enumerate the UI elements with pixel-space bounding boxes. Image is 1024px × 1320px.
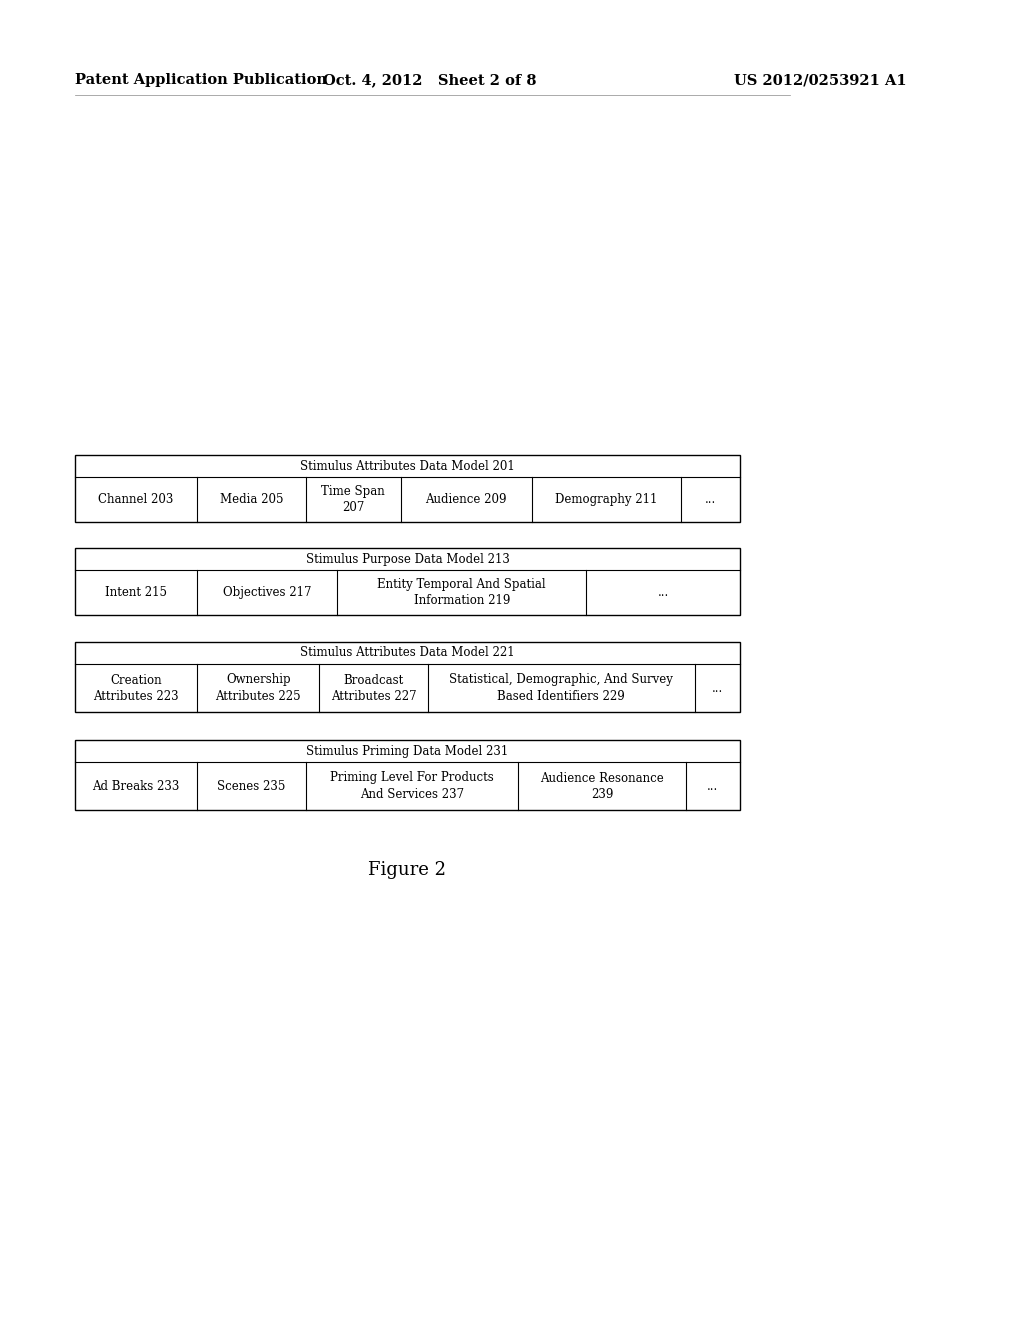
Bar xyxy=(75,642,740,711)
Bar xyxy=(75,548,740,615)
Text: US 2012/0253921 A1: US 2012/0253921 A1 xyxy=(733,73,906,87)
Text: ...: ... xyxy=(705,492,716,506)
Text: ...: ... xyxy=(708,780,719,792)
Text: Scenes 235: Scenes 235 xyxy=(217,780,286,792)
Text: Channel 203: Channel 203 xyxy=(98,492,174,506)
Text: Audience Resonance
239: Audience Resonance 239 xyxy=(540,771,664,800)
Text: Oct. 4, 2012   Sheet 2 of 8: Oct. 4, 2012 Sheet 2 of 8 xyxy=(324,73,537,87)
Text: Creation
Attributes 223: Creation Attributes 223 xyxy=(93,673,179,702)
Text: Patent Application Publication: Patent Application Publication xyxy=(75,73,327,87)
Text: ...: ... xyxy=(657,586,669,599)
Text: Stimulus Purpose Data Model 213: Stimulus Purpose Data Model 213 xyxy=(305,553,509,565)
Text: Stimulus Attributes Data Model 201: Stimulus Attributes Data Model 201 xyxy=(300,459,515,473)
Text: Media 205: Media 205 xyxy=(220,492,284,506)
Text: Audience 209: Audience 209 xyxy=(426,492,507,506)
Text: ...: ... xyxy=(712,681,723,694)
Text: Stimulus Attributes Data Model 221: Stimulus Attributes Data Model 221 xyxy=(300,647,515,660)
Text: Ownership
Attributes 225: Ownership Attributes 225 xyxy=(215,673,301,702)
Bar xyxy=(75,455,740,521)
Text: Stimulus Priming Data Model 231: Stimulus Priming Data Model 231 xyxy=(306,744,509,758)
Text: Time Span
207: Time Span 207 xyxy=(322,484,385,513)
Bar xyxy=(75,741,740,810)
Text: Entity Temporal And Spatial
Information 219: Entity Temporal And Spatial Information … xyxy=(378,578,546,607)
Text: Figure 2: Figure 2 xyxy=(369,861,446,879)
Text: Demography 211: Demography 211 xyxy=(555,492,657,506)
Text: Objectives 217: Objectives 217 xyxy=(223,586,311,599)
Text: Statistical, Demographic, And Survey
Based Identifiers 229: Statistical, Demographic, And Survey Bas… xyxy=(450,673,673,702)
Text: Broadcast
Attributes 227: Broadcast Attributes 227 xyxy=(331,673,417,702)
Text: Ad Breaks 233: Ad Breaks 233 xyxy=(92,780,180,792)
Text: Intent 215: Intent 215 xyxy=(105,586,167,599)
Text: Priming Level For Products
And Services 237: Priming Level For Products And Services … xyxy=(330,771,494,800)
